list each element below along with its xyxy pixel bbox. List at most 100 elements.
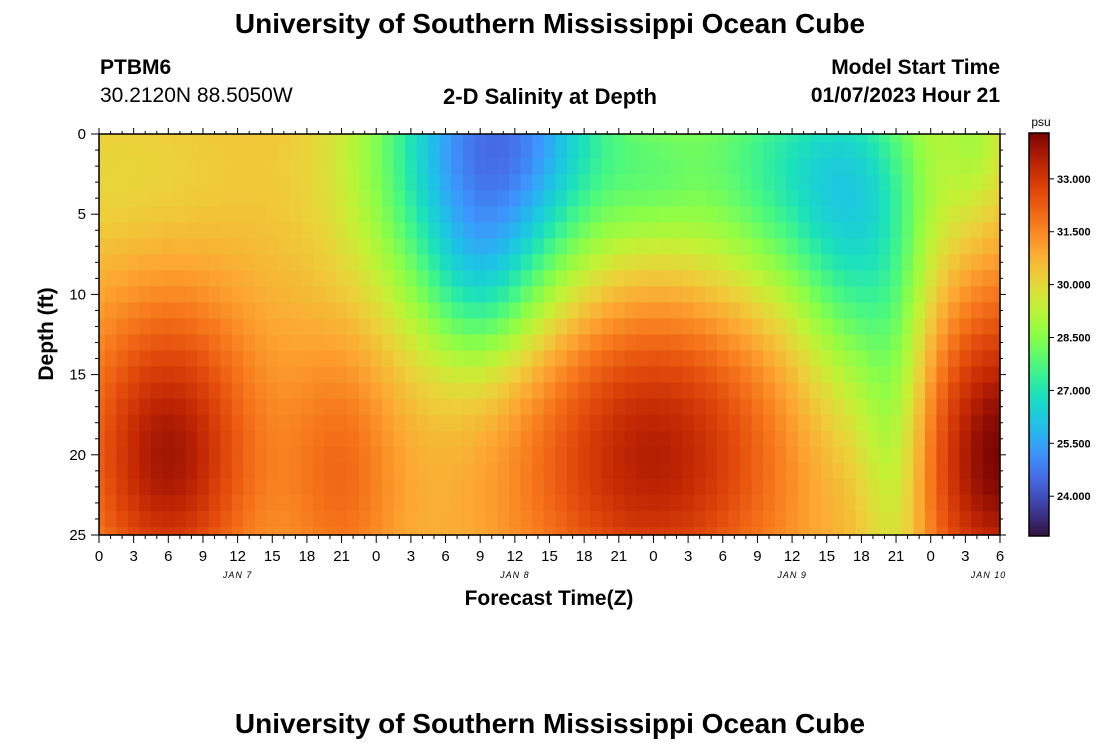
heatmap-cell xyxy=(509,254,522,271)
heatmap-cell xyxy=(99,238,106,255)
heatmap-cell xyxy=(509,430,522,448)
heatmap-cell xyxy=(162,446,175,464)
heatmap-cell xyxy=(301,238,314,255)
colorbar-gradient xyxy=(1028,132,1050,537)
heatmap-cell xyxy=(324,382,337,400)
heatmap-cell xyxy=(127,158,141,175)
heatmap-cell xyxy=(289,222,302,239)
heatmap-cell xyxy=(370,398,383,416)
heatmap-cell xyxy=(647,462,660,480)
heatmap-cell xyxy=(497,478,510,496)
heatmap-cell xyxy=(451,430,464,448)
heatmap-cell xyxy=(797,238,810,255)
heatmap-cell xyxy=(266,366,279,384)
heatmap-cell xyxy=(624,350,637,368)
heatmap-cell xyxy=(728,398,741,416)
heatmap-cell xyxy=(462,334,476,352)
heatmap-cell xyxy=(786,494,799,512)
heatmap-cell xyxy=(208,142,221,159)
heatmap-cell xyxy=(797,142,810,159)
heatmap-cell xyxy=(532,398,545,416)
heatmap-cell xyxy=(774,206,787,223)
heatmap-cell xyxy=(982,446,995,464)
heatmap-cell xyxy=(116,270,129,287)
heatmap-cell xyxy=(994,134,1001,143)
heatmap-cell xyxy=(659,302,672,320)
heatmap-cell xyxy=(532,318,545,336)
heatmap-cell xyxy=(647,510,660,528)
x-tick-label: 21 xyxy=(610,548,627,565)
heatmap-cell xyxy=(797,382,810,400)
heatmap-cell xyxy=(601,414,614,432)
heatmap-cell xyxy=(139,158,152,175)
heatmap-cell xyxy=(613,134,626,143)
heatmap-cell xyxy=(751,238,764,255)
heatmap-cell xyxy=(243,430,256,448)
heatmap-cell xyxy=(393,206,406,223)
heatmap-cell xyxy=(370,134,383,143)
heatmap-cell xyxy=(416,382,429,400)
heatmap-cell xyxy=(208,222,221,239)
heatmap-cell xyxy=(150,446,164,464)
heatmap-cell xyxy=(878,526,891,536)
heatmap-cell xyxy=(301,526,314,536)
heatmap-cell xyxy=(971,222,984,239)
heatmap-cell xyxy=(254,286,268,304)
heatmap-cell xyxy=(624,334,637,352)
heatmap-cell xyxy=(370,254,383,271)
heatmap-cell xyxy=(324,286,337,304)
heatmap-cell xyxy=(659,446,672,464)
heatmap-cell xyxy=(509,478,522,496)
heatmap-cell xyxy=(439,382,452,400)
heatmap-cell xyxy=(335,350,348,368)
heatmap-cell xyxy=(705,334,718,352)
heatmap-cell xyxy=(174,366,187,384)
heatmap-cell xyxy=(994,494,1001,512)
heatmap-cell xyxy=(197,254,210,271)
heatmap-cell xyxy=(347,142,360,159)
heatmap-cell xyxy=(936,134,949,143)
heatmap-cell xyxy=(197,510,210,528)
heatmap-cell xyxy=(959,382,972,400)
heatmap-cell xyxy=(994,286,1001,304)
heatmap-cell xyxy=(613,398,626,416)
heatmap-cell xyxy=(786,222,799,239)
heatmap-cell xyxy=(624,174,637,191)
heatmap-cell xyxy=(289,286,302,304)
heatmap-cell xyxy=(740,350,753,368)
heatmap-cell xyxy=(670,158,683,175)
heatmap-cell xyxy=(162,478,175,496)
heatmap-cell xyxy=(890,286,903,304)
heatmap-cell xyxy=(855,238,868,255)
heatmap-cell xyxy=(820,366,834,384)
heatmap-cell xyxy=(243,398,256,416)
heatmap-cell xyxy=(740,494,753,512)
heatmap-cell xyxy=(670,398,683,416)
heatmap-cell xyxy=(278,270,291,287)
heatmap-cell xyxy=(462,366,476,384)
heatmap-cell xyxy=(566,334,579,352)
heatmap-cell xyxy=(266,270,279,287)
heatmap-cell xyxy=(312,430,325,448)
heatmap-cell xyxy=(428,510,441,528)
heatmap-cell xyxy=(405,190,418,207)
heatmap-cell xyxy=(324,174,337,191)
heatmap-cell xyxy=(451,238,464,255)
heatmap-cell xyxy=(220,302,233,320)
heatmap-cell xyxy=(763,414,776,432)
heatmap-cell xyxy=(555,238,568,255)
heatmap-cell xyxy=(936,254,949,271)
heatmap-cell xyxy=(197,366,210,384)
x-tick-label: 12 xyxy=(507,548,524,565)
heatmap-cell xyxy=(948,238,961,255)
heatmap-cell xyxy=(924,318,938,336)
heatmap-cell xyxy=(566,526,579,536)
heatmap-cell xyxy=(382,366,395,384)
colorbar-tick-label: 28.500 xyxy=(1057,333,1091,345)
heatmap-cell xyxy=(613,270,626,287)
heatmap-cell xyxy=(335,286,348,304)
heatmap-cell xyxy=(162,510,175,528)
heatmap-cell xyxy=(786,158,799,175)
heatmap-cell xyxy=(982,414,995,432)
heatmap-cell xyxy=(855,286,868,304)
